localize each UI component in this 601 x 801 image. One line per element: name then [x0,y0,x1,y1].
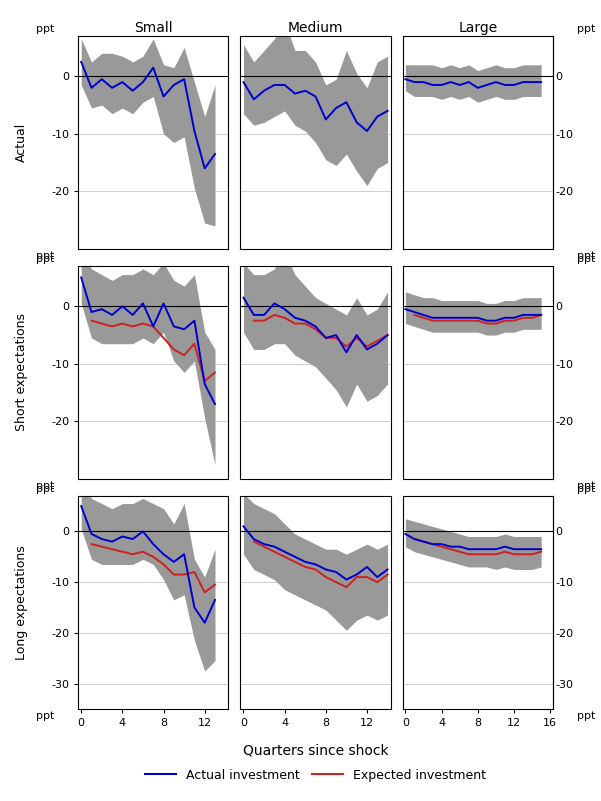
Text: Quarters since shock: Quarters since shock [243,743,388,757]
Text: ppt: ppt [576,711,595,721]
Text: ppt: ppt [36,711,55,721]
Text: ppt: ppt [576,484,595,494]
Text: ppt: ppt [576,251,595,261]
Text: Actual: Actual [14,123,28,162]
Title: Small: Small [134,21,172,35]
Text: Short expectations: Short expectations [14,313,28,432]
Text: ppt: ppt [36,251,55,261]
Text: ppt: ppt [576,481,595,491]
Text: ppt: ppt [36,484,55,494]
Text: ppt: ppt [36,481,55,491]
Text: ppt: ppt [36,24,55,34]
Legend: Actual investment, Expected investment: Actual investment, Expected investment [139,763,492,787]
Text: Long expectations: Long expectations [14,545,28,660]
Text: ppt: ppt [36,254,55,264]
Title: Large: Large [458,21,498,35]
Text: ppt: ppt [576,254,595,264]
Text: ppt: ppt [576,24,595,34]
Title: Medium: Medium [288,21,343,35]
